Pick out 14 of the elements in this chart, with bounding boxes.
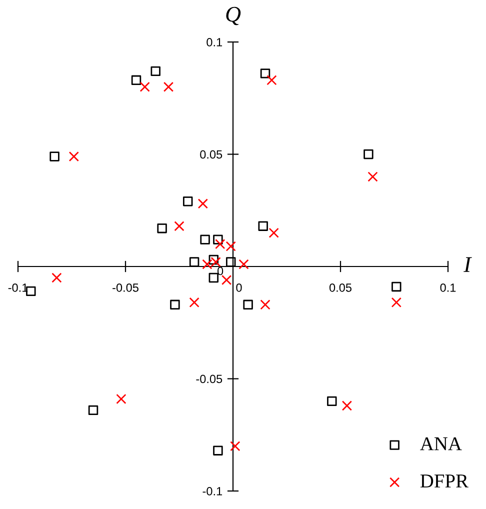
legend-label: ANA <box>420 437 462 450</box>
x-tick-label: 0.05 <box>329 283 352 292</box>
y-tick-label: -0.05 <box>196 374 222 384</box>
x-tick-label: 0.1 <box>440 283 456 292</box>
x-axis-title: I <box>464 257 472 272</box>
y-tick-label: 0 <box>217 266 224 276</box>
x-tick-label: -0.1 <box>8 283 28 292</box>
x-tick-label: -0.05 <box>112 283 138 292</box>
legend-label: DFPR <box>420 474 468 488</box>
y-tick-label: 0.05 <box>200 150 222 159</box>
x-tick-label: 0 <box>236 283 242 292</box>
y-tick-label: -0.1 <box>202 487 222 496</box>
y-tick-label: 0.1 <box>206 38 222 46</box>
y-axis-title: Q <box>226 6 241 26</box>
